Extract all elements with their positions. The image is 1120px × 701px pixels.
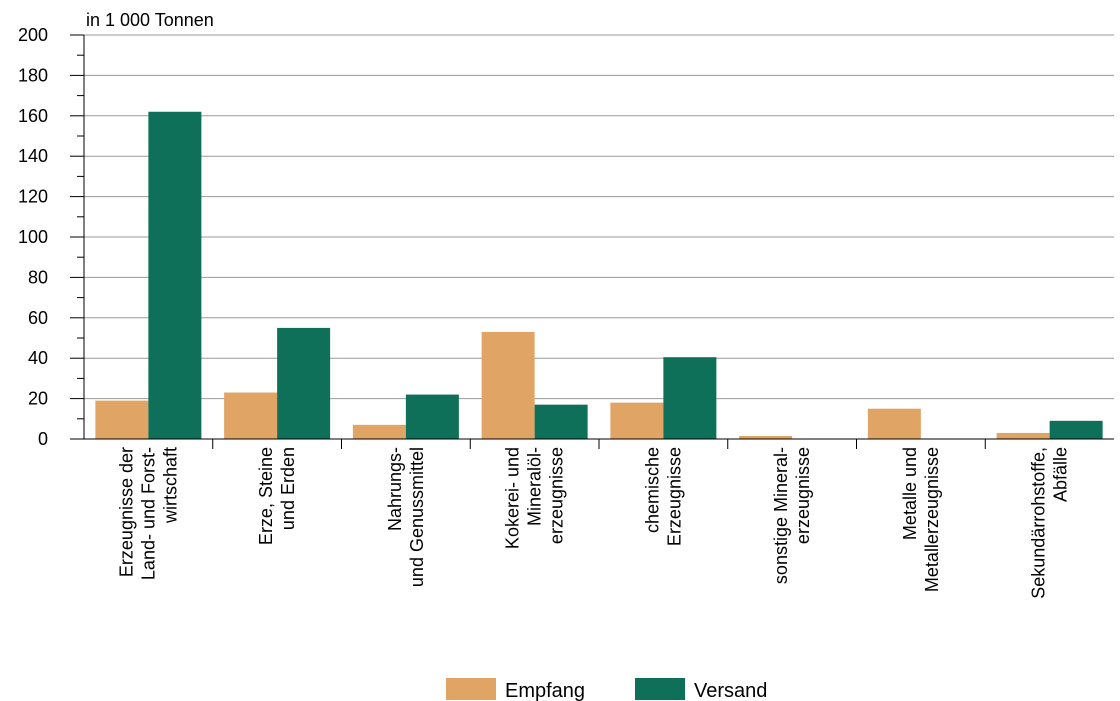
y-tick-label: 80: [28, 267, 48, 287]
legend-label-versand: Versand: [694, 680, 767, 701]
category-label-line: erzeugnisse: [547, 447, 567, 544]
category-label-line: Metallerzeugnisse: [922, 447, 942, 592]
y-tick-label: 200: [18, 25, 48, 45]
category-label-3: Kokerei- und Mineralöl-erzeugnisse: [503, 447, 567, 549]
legend-swatch-empfang: [446, 678, 496, 700]
category-label-line: Nahrungs-: [385, 447, 405, 531]
y-tick-label: 140: [18, 146, 48, 166]
category-label-0: Erzeugnisse der Land- und Forst-wirtschaf…: [116, 447, 180, 580]
bar-empfang-3: [481, 331, 535, 439]
category-label-line: Erze, Steine: [256, 447, 276, 545]
bar-empfang-5: [739, 435, 793, 439]
category-label-line: Kokerei- und: [503, 447, 523, 549]
category-labels: Erzeugnisse der Land- und Forst-wirtschaf…: [116, 447, 1070, 599]
gridlines: [84, 34, 1114, 400]
category-label-line: Sekundärrohstoffe,: [1029, 447, 1049, 599]
y-tick-label: 180: [18, 65, 48, 85]
bar-versand-7: [1049, 420, 1103, 439]
category-label-2: Nahrungs-und Genussmittel: [385, 447, 427, 587]
y-tick-label: 160: [18, 106, 48, 126]
legend-label-empfang: Empfang: [505, 680, 585, 701]
category-label-5: sonstige Mineral-erzeugnisse: [771, 447, 813, 584]
bar-empfang-6: [867, 408, 921, 439]
y-axis-unit-label: in 1 000 Tonnen: [86, 10, 214, 30]
bars: [95, 111, 1103, 439]
bar-empfang-4: [610, 402, 664, 439]
bar-versand-1: [277, 327, 331, 439]
category-label-line: sonstige Mineral-: [771, 447, 791, 584]
y-tick-label: 100: [18, 227, 48, 247]
category-label-line: erzeugnisse: [793, 447, 813, 544]
bar-versand-0: [148, 111, 202, 439]
bar-empfang-7: [996, 432, 1050, 439]
bar-empfang-1: [224, 392, 278, 439]
category-label-line: Land- und Forst-: [138, 447, 158, 580]
legend: Empfang Versand: [446, 678, 767, 701]
bar-empfang-0: [95, 400, 149, 439]
category-label-line: Erzeugnisse: [664, 447, 684, 546]
bar-versand-4: [663, 357, 717, 439]
bar-versand-2: [405, 394, 459, 439]
category-label-line: und Erden: [278, 447, 298, 530]
category-label-line: Abfälle: [1051, 447, 1071, 502]
y-tick-label: 60: [28, 308, 48, 328]
category-label-7: Sekundärrohstoffe, Abfälle: [1029, 447, 1071, 599]
category-label-line: und Genussmittel: [407, 447, 427, 587]
category-label-6: Metalle und Metallerzeugnisse: [900, 447, 942, 592]
category-label-line: chemische: [642, 447, 662, 533]
y-tick-label: 0: [38, 429, 48, 449]
category-label-line: wirtschaft: [160, 447, 180, 524]
category-label-line: Mineralöl-: [525, 447, 545, 526]
y-tick-label: 40: [28, 348, 48, 368]
y-tick-labels: 0 20 40 60 80 100 120 140 160 180 200: [18, 25, 48, 449]
bar-empfang-2: [352, 424, 406, 439]
category-label-1: Erze, Steine und Erden: [256, 447, 298, 545]
axes: [70, 34, 1114, 449]
bar-versand-3: [534, 404, 588, 439]
category-label-line: Erzeugnisse der: [116, 447, 136, 577]
category-label-line: Metalle und: [900, 447, 920, 540]
category-label-4: chemische Erzeugnisse: [642, 447, 684, 546]
y-tick-label: 20: [28, 389, 48, 409]
y-tick-label: 120: [18, 187, 48, 207]
legend-swatch-versand: [635, 678, 685, 700]
